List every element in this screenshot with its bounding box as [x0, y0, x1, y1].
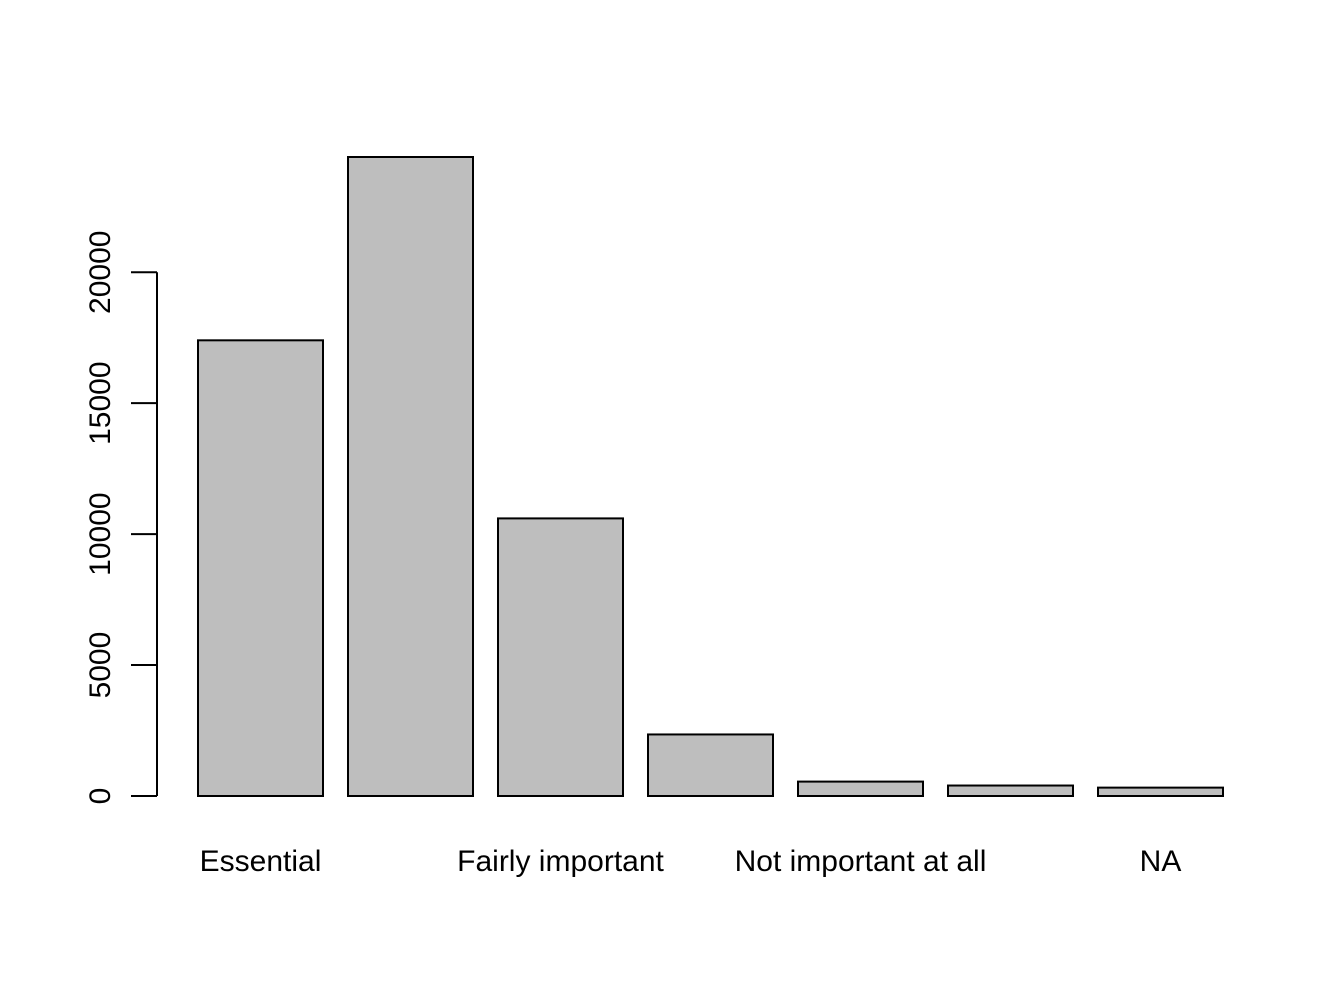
y-tick-label-1: 5000: [84, 632, 117, 699]
bar-4: [797, 780, 924, 798]
y-axis: 0 5000 10000 15000 20000: [84, 231, 158, 805]
bar-5: [947, 784, 1074, 798]
category-label-2: Fairly important: [457, 845, 664, 878]
bar-2: [497, 517, 624, 797]
category-label-4: Not important at all: [735, 845, 987, 878]
y-tick-label-0: 0: [84, 788, 117, 805]
category-label-0: Essential: [200, 845, 322, 878]
bar-3: [647, 733, 774, 798]
bar-0: [197, 339, 324, 797]
y-tick-label-3: 15000: [84, 361, 117, 444]
x-axis-labels: Essential Fairly important Not important a…: [200, 845, 1182, 878]
category-label-6: NA: [1140, 845, 1182, 878]
y-tick-label-2: 10000: [84, 492, 117, 575]
bar-6: [1097, 786, 1224, 798]
bar-1: [347, 156, 474, 797]
bars-group: [197, 156, 1224, 798]
y-tick-label-4: 20000: [84, 231, 117, 314]
